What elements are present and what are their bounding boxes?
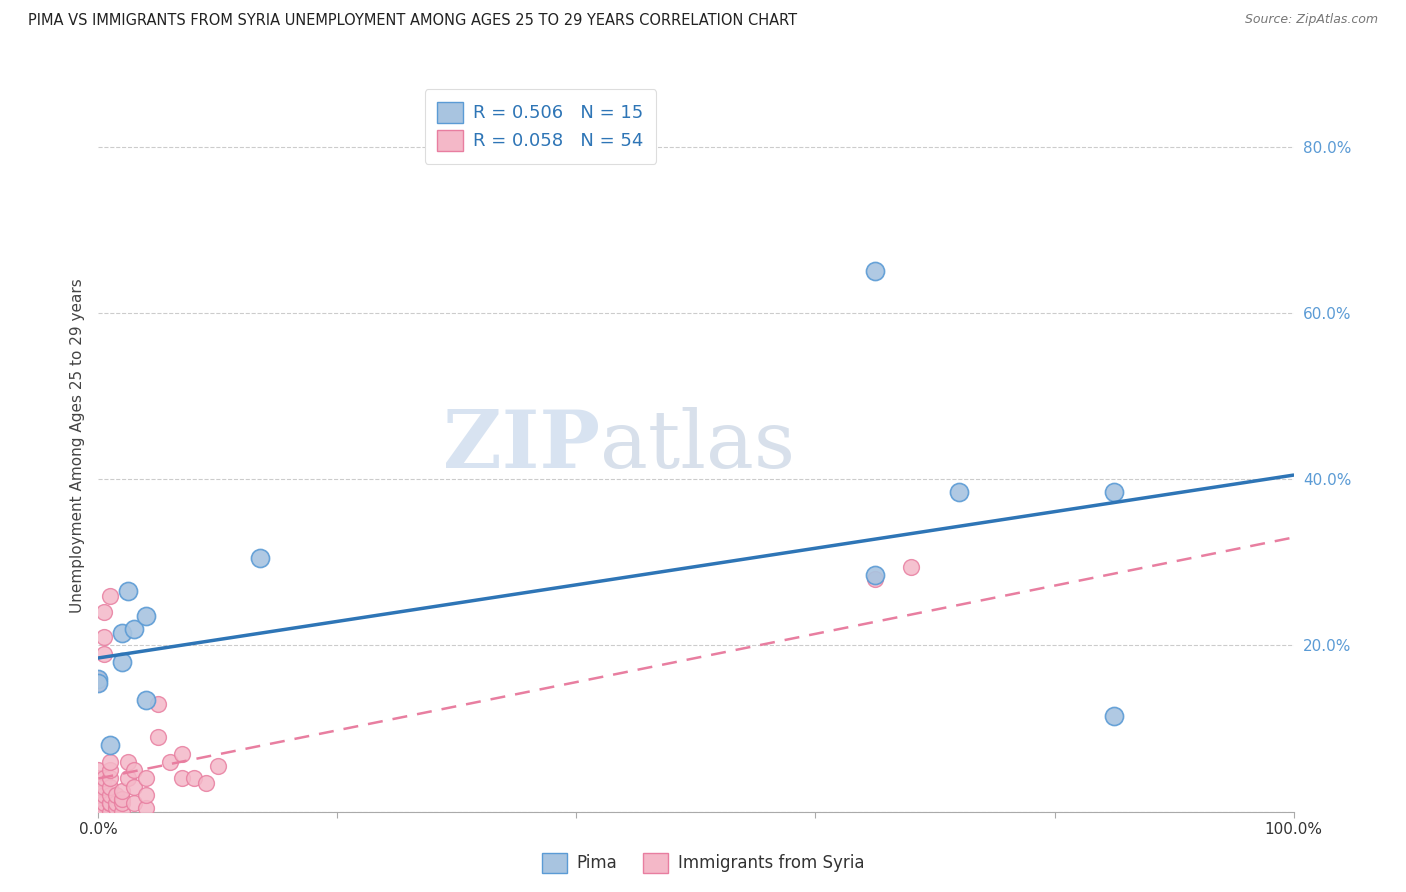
Point <box>105 800 128 814</box>
Point <box>111 797 134 811</box>
Point <box>117 772 139 786</box>
Point <box>111 626 134 640</box>
Point <box>93 605 115 619</box>
Point <box>87 805 110 819</box>
Point <box>117 755 139 769</box>
Text: Source: ZipAtlas.com: Source: ZipAtlas.com <box>1244 13 1378 27</box>
Point <box>249 551 271 566</box>
Point <box>87 797 110 811</box>
Point <box>98 589 122 603</box>
Point <box>98 788 122 802</box>
Point <box>87 780 110 794</box>
Point <box>159 755 181 769</box>
Point <box>111 784 134 798</box>
Text: atlas: atlas <box>600 407 796 485</box>
Text: PIMA VS IMMIGRANTS FROM SYRIA UNEMPLOYMENT AMONG AGES 25 TO 29 YEARS CORRELATION: PIMA VS IMMIGRANTS FROM SYRIA UNEMPLOYME… <box>28 13 797 29</box>
Point <box>135 609 157 624</box>
Point <box>93 780 115 794</box>
Point <box>87 763 110 777</box>
Point <box>1102 709 1125 723</box>
Point <box>124 780 146 794</box>
Point <box>98 755 122 769</box>
Point <box>98 763 122 777</box>
Point <box>87 676 110 690</box>
Point <box>87 805 110 819</box>
Point <box>87 805 110 819</box>
Text: ZIP: ZIP <box>443 407 600 485</box>
Point <box>93 805 115 819</box>
Point <box>863 572 886 586</box>
Point <box>98 797 122 811</box>
Point <box>105 797 128 811</box>
Point <box>87 676 110 690</box>
Point <box>87 672 110 686</box>
Point <box>124 797 146 811</box>
Point <box>111 805 134 819</box>
Point <box>93 788 115 802</box>
Point <box>93 797 115 811</box>
Point <box>124 622 146 636</box>
Point <box>98 805 122 819</box>
Point <box>98 780 122 794</box>
Point <box>135 772 157 786</box>
Point <box>207 759 229 773</box>
Point <box>135 788 157 802</box>
Point <box>98 772 122 786</box>
Point <box>93 772 115 786</box>
Point <box>135 800 157 814</box>
Point <box>172 747 194 761</box>
Point <box>105 788 128 802</box>
Legend: R = 0.506   N = 15, R = 0.058   N = 54: R = 0.506 N = 15, R = 0.058 N = 54 <box>425 89 657 163</box>
Point <box>124 763 146 777</box>
Point <box>135 692 157 706</box>
Point <box>148 697 170 711</box>
Point <box>93 630 115 644</box>
Point <box>948 484 970 499</box>
Point <box>863 264 886 278</box>
Point <box>87 772 110 786</box>
Point <box>194 775 217 789</box>
Point <box>98 797 122 811</box>
Point <box>93 647 115 661</box>
Point <box>87 788 110 802</box>
Legend: Pima, Immigrants from Syria: Pima, Immigrants from Syria <box>536 847 870 880</box>
Point <box>117 584 139 599</box>
Point <box>87 797 110 811</box>
Point <box>87 805 110 819</box>
Point <box>1102 484 1125 499</box>
Point <box>148 730 170 744</box>
Point <box>111 655 134 669</box>
Point <box>98 738 122 752</box>
Point <box>183 772 205 786</box>
Point <box>172 772 194 786</box>
Point <box>900 559 922 574</box>
Y-axis label: Unemployment Among Ages 25 to 29 years: Unemployment Among Ages 25 to 29 years <box>69 278 84 614</box>
Point <box>111 792 134 806</box>
Point <box>863 567 886 582</box>
Point <box>87 672 110 686</box>
